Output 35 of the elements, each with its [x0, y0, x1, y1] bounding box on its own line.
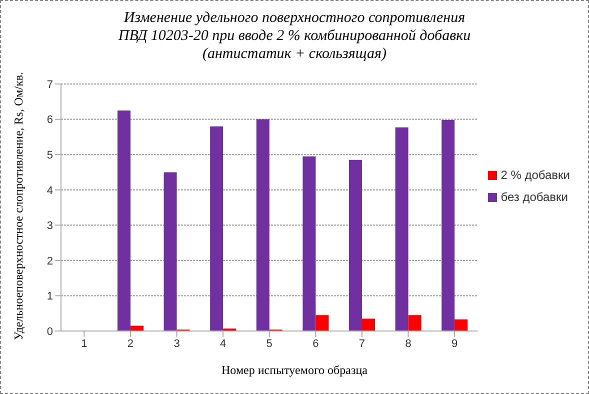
bar	[362, 318, 375, 331]
y-tick-label: 3	[46, 220, 53, 232]
legend-label: 2 % добавки	[500, 168, 570, 182]
x-tick-label: 5	[266, 338, 272, 350]
bar	[302, 156, 316, 331]
y-axis-title: Удельноеповерхностное слопротивление, Rs, Ом/кв.	[12, 72, 26, 340]
x-tick-label: 9	[451, 338, 458, 350]
y-tick-label: 4	[46, 184, 53, 197]
x-tick-label: 2	[127, 338, 134, 350]
chart-title: Изменение удельного поверхностного сопротивления ПВД 10203-20 при вводе 2 % комбинированной добавки (антистатик + скользящая)	[117, 9, 472, 63]
bar	[454, 319, 468, 331]
x-tick-label: 6	[312, 338, 319, 350]
bar	[210, 126, 224, 331]
bar	[348, 160, 362, 331]
x-tick-label: 8	[405, 338, 412, 350]
y-tick-label: 1	[46, 290, 53, 303]
x-tick-label: 3	[174, 338, 180, 350]
bar	[442, 120, 455, 331]
y-tick-label: 7	[46, 78, 53, 91]
bar	[256, 119, 270, 331]
bar	[408, 315, 422, 331]
legend-label: без добавки	[500, 190, 568, 204]
y-tick-label: 5	[46, 149, 53, 162]
x-axis-title: Номер испытуемого образца	[220, 363, 368, 378]
y-tick-label: 2	[46, 255, 53, 268]
y-tick-label: 6	[46, 114, 53, 126]
bar	[130, 326, 144, 331]
x-tick-label: 4	[220, 338, 226, 350]
x-tick-label: 7	[358, 338, 366, 350]
bar	[395, 127, 408, 331]
bar	[117, 110, 130, 331]
bar	[316, 315, 329, 331]
x-tick-label: 1	[81, 338, 88, 350]
y-tick-label: 0	[46, 326, 53, 338]
bar	[164, 172, 177, 331]
